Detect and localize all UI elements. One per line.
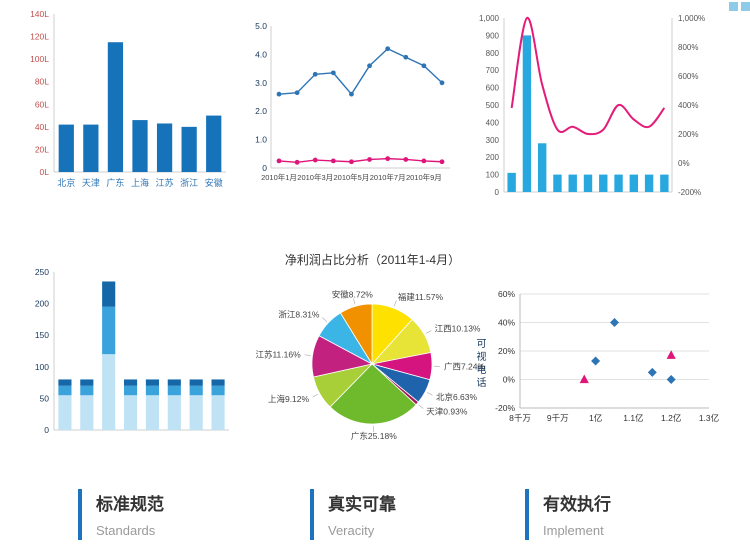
svg-text:浙江: 浙江: [180, 177, 198, 188]
svg-text:北京: 北京: [57, 177, 75, 188]
svg-text:140L: 140L: [30, 9, 49, 19]
svg-text:-200%: -200%: [678, 188, 701, 197]
svg-text:北京6.63%: 北京6.63%: [436, 392, 478, 402]
svg-text:江西10.13%: 江西10.13%: [435, 324, 481, 334]
svg-text:1,000%: 1,000%: [678, 14, 705, 23]
svg-text:2010年5月: 2010年5月: [334, 172, 370, 182]
feature-subtitle: Implement: [543, 523, 604, 538]
svg-text:2010年9月: 2010年9月: [406, 172, 442, 182]
svg-text:2010年3月: 2010年3月: [297, 172, 333, 182]
svg-text:浙江8.31%: 浙江8.31%: [278, 310, 320, 320]
corner-decoration: [741, 2, 750, 11]
svg-text:200%: 200%: [678, 130, 698, 139]
svg-text:广西7.24%: 广西7.24%: [444, 362, 486, 372]
svg-text:2.0: 2.0: [255, 106, 267, 116]
regional-bar-chart: 0L 20L 40L 60L 80L 100L 120L 140L 北京 天津 广东 上海 江苏 浙江 安徽: [30, 9, 226, 188]
svg-text:500: 500: [486, 101, 500, 110]
svg-text:0%: 0%: [503, 375, 516, 385]
svg-text:1.1亿: 1.1亿: [623, 413, 643, 423]
svg-text:50: 50: [40, 393, 50, 403]
svg-text:700: 700: [486, 66, 500, 75]
svg-text:1.2亿: 1.2亿: [661, 413, 681, 423]
pie-chart-title: 净利润占比分析（2011年1-4月）: [284, 253, 461, 267]
svg-text:0%: 0%: [678, 159, 690, 168]
feature-title: 有效执行: [543, 495, 611, 514]
svg-text:1,000: 1,000: [479, 14, 500, 23]
svg-text:1.0: 1.0: [255, 135, 267, 145]
svg-text:150: 150: [35, 330, 49, 340]
svg-text:800%: 800%: [678, 43, 698, 52]
svg-text:120L: 120L: [30, 32, 49, 42]
svg-text:天津: 天津: [82, 178, 100, 188]
svg-text:福建11.57%: 福建11.57%: [398, 292, 444, 302]
svg-text:900: 900: [486, 31, 500, 40]
svg-text:200: 200: [486, 153, 500, 162]
svg-text:40L: 40L: [35, 122, 49, 132]
corner-decoration: [729, 2, 738, 11]
svg-text:江苏11.16%: 江苏11.16%: [255, 349, 301, 359]
svg-text:安徽8.72%: 安徽8.72%: [332, 290, 374, 300]
svg-text:天津0.93%: 天津0.93%: [426, 406, 468, 416]
svg-text:20L: 20L: [35, 144, 49, 154]
svg-text:250: 250: [35, 267, 49, 277]
svg-text:60%: 60%: [498, 289, 515, 299]
svg-text:5.0: 5.0: [255, 21, 267, 31]
svg-text:60L: 60L: [35, 99, 49, 109]
feature-veracity: 真实可靠 Veracity: [310, 489, 396, 540]
net-profit-pie-chart: 福建11.57% 江西10.13% 广西7.24% 北京6.63% 天津0.93% 广东2…: [255, 290, 486, 441]
svg-text:400: 400: [486, 118, 500, 127]
svg-text:20%: 20%: [498, 346, 515, 356]
svg-text:1.3亿: 1.3亿: [699, 413, 719, 423]
svg-text:0: 0: [44, 425, 49, 435]
svg-text:400%: 400%: [678, 101, 698, 110]
svg-text:4.0: 4.0: [255, 49, 267, 59]
svg-text:2010年1月: 2010年1月: [261, 172, 297, 182]
combo-bar-line-chart: 0 100 200 300 400 500 600 700 800 900 1,000 -200% 0%…: [479, 14, 705, 197]
scatter-y-axis-title: 可视电话: [474, 338, 485, 390]
svg-text:600: 600: [486, 84, 500, 93]
svg-text:0: 0: [262, 163, 267, 173]
svg-text:600%: 600%: [678, 72, 698, 81]
svg-text:江苏: 江苏: [156, 177, 174, 188]
svg-text:0: 0: [495, 188, 500, 197]
svg-text:-20%: -20%: [495, 403, 515, 413]
svg-text:广东25.18%: 广东25.18%: [351, 431, 397, 441]
svg-text:200: 200: [35, 299, 49, 309]
svg-text:9千万: 9千万: [547, 413, 569, 423]
svg-text:100: 100: [486, 171, 500, 180]
svg-text:0L: 0L: [40, 167, 50, 177]
feature-title: 标准规范: [96, 495, 164, 514]
svg-text:100L: 100L: [30, 54, 49, 64]
svg-text:上海: 上海: [131, 177, 149, 188]
svg-text:40%: 40%: [498, 318, 515, 328]
feature-standards: 标准规范 Standards: [78, 489, 164, 540]
svg-text:2010年7月: 2010年7月: [370, 172, 406, 182]
svg-text:100: 100: [35, 362, 49, 372]
feature-subtitle: Veracity: [328, 523, 375, 538]
scatter-chart: -20% 0% 20% 40% 60% 8千万 9千万 1亿 1.1亿 1.2亿 1.3亿: [495, 289, 719, 423]
feature-implement: 有效执行 Implement: [525, 489, 611, 540]
feature-subtitle: Standards: [96, 523, 156, 538]
svg-text:安徽: 安徽: [205, 177, 223, 188]
feature-title: 真实可靠: [328, 495, 396, 514]
svg-text:上海9.12%: 上海9.12%: [268, 394, 310, 404]
svg-text:3.0: 3.0: [255, 78, 267, 88]
svg-text:广东: 广东: [106, 177, 124, 188]
svg-text:8千万: 8千万: [509, 413, 531, 423]
svg-text:1亿: 1亿: [589, 413, 602, 423]
svg-text:300: 300: [486, 136, 500, 145]
svg-text:800: 800: [486, 49, 500, 58]
svg-text:80L: 80L: [35, 77, 49, 87]
stacked-bar-chart: 0 50 100 150 200 250: [35, 267, 229, 435]
